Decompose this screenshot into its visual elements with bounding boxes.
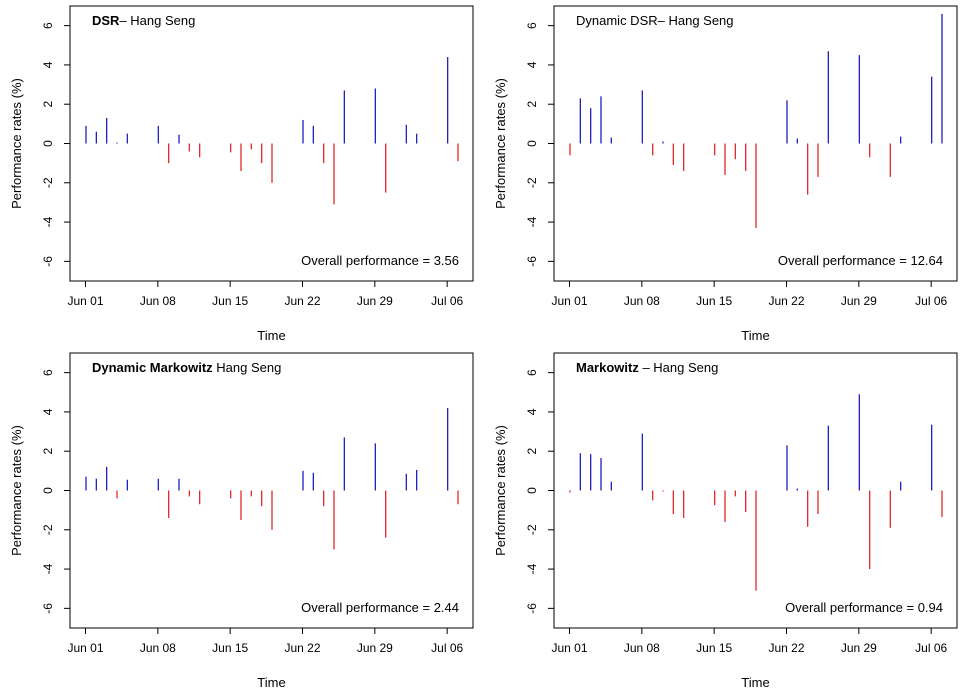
y-tick-label: 6 xyxy=(525,22,539,29)
y-tick-label: 0 xyxy=(41,140,55,147)
y-tick-label: -6 xyxy=(525,256,539,267)
panel-title: Dynamic Markowitz Hang Seng xyxy=(92,360,281,375)
overall-performance: Overall performance = 3.56 xyxy=(301,253,459,268)
y-tick-label: 4 xyxy=(525,408,539,415)
y-tick-label: 0 xyxy=(525,140,539,147)
x-tick-label: Jun 22 xyxy=(768,294,804,308)
x-tick-label: Jun 15 xyxy=(696,294,732,308)
x-tick-label: Jun 15 xyxy=(212,294,248,308)
y-tick-label: -6 xyxy=(525,603,539,614)
x-axis-title: Time xyxy=(741,675,769,690)
overall-performance: Overall performance = 2.44 xyxy=(301,600,459,615)
y-tick-label: 0 xyxy=(525,487,539,494)
y-tick-label: -6 xyxy=(41,256,55,267)
x-tick-label: Jun 01 xyxy=(67,641,103,655)
y-tick-label: 2 xyxy=(525,448,539,455)
x-tick-label: Jun 08 xyxy=(624,294,660,308)
x-axis-title: Time xyxy=(741,328,769,343)
x-tick-label: Jun 22 xyxy=(768,641,804,655)
chart-svg-markowitz: -6 -4 -2 0 2 4 6 Jun 01 Jun 08 Jun 15 Jun 22 Jun 29… xyxy=(493,352,958,690)
x-axis-title: Time xyxy=(257,328,285,343)
chart-panel-dynamic-dsr: -6 -4 -2 0 2 4 6 Jun 01 Jun 08 Jun 15 Jun 22 Jun 29… xyxy=(484,0,968,347)
y-axis-title: Performance rates (%) xyxy=(9,78,24,209)
chart-panel-dynamic-markowitz: -6 -4 -2 0 2 4 6 Jun 01 Jun 08 Jun 15 Jun 22 Jun 29… xyxy=(0,347,484,694)
x-tick-label: Jul 06 xyxy=(915,294,947,308)
y-tick-label: -2 xyxy=(41,177,55,188)
panel-title: DSR– Hang Seng xyxy=(92,13,195,28)
x-tick-label: Jun 08 xyxy=(140,294,176,308)
y-tick-label: 0 xyxy=(41,487,55,494)
y-tick-label: -2 xyxy=(525,524,539,535)
x-tick-label: Jun 29 xyxy=(841,294,877,308)
x-tick-label: Jun 22 xyxy=(284,294,320,308)
x-tick-label: Jun 22 xyxy=(284,641,320,655)
y-tick-label: 6 xyxy=(41,369,55,376)
overall-performance: Overall performance = 12.64 xyxy=(778,253,943,268)
overall-performance: Overall performance = 0.94 xyxy=(785,600,943,615)
y-tick-label: -4 xyxy=(525,563,539,574)
y-tick-label: 4 xyxy=(525,61,539,68)
x-tick-label: Jun 15 xyxy=(212,641,248,655)
chart-panel-markowitz: -6 -4 -2 0 2 4 6 Jun 01 Jun 08 Jun 15 Jun 22 Jun 29… xyxy=(484,347,968,694)
y-tick-label: -4 xyxy=(525,216,539,227)
y-tick-label: 6 xyxy=(525,369,539,376)
chart-panel-dsr: -6 -4 -2 0 2 4 6 Jun 01 Jun 08 Jun 15 Jun 22 Jun 29… xyxy=(0,0,484,347)
x-tick-label: Jun 01 xyxy=(67,294,103,308)
y-tick-label: 2 xyxy=(525,101,539,108)
x-tick-label: Jun 29 xyxy=(841,641,877,655)
y-tick-label: -4 xyxy=(41,563,55,574)
y-axis-title: Performance rates (%) xyxy=(493,425,508,556)
x-tick-label: Jun 01 xyxy=(551,294,587,308)
y-axis-title: Performance rates (%) xyxy=(9,425,24,556)
x-tick-label: Jul 06 xyxy=(431,294,463,308)
x-tick-label: Jun 08 xyxy=(140,641,176,655)
x-tick-label: Jul 06 xyxy=(915,641,947,655)
y-tick-label: 6 xyxy=(41,22,55,29)
x-tick-label: Jul 06 xyxy=(431,641,463,655)
chart-svg-dynamic-markowitz: -6 -4 -2 0 2 4 6 Jun 01 Jun 08 Jun 15 Jun 22 Jun 29… xyxy=(9,352,474,690)
x-tick-label: Jun 08 xyxy=(624,641,660,655)
x-tick-label: Jun 01 xyxy=(551,641,587,655)
y-tick-label: -2 xyxy=(41,524,55,535)
x-tick-label: Jun 15 xyxy=(696,641,732,655)
y-tick-label: -2 xyxy=(525,177,539,188)
x-tick-label: Jun 29 xyxy=(357,294,393,308)
x-tick-label: Jun 29 xyxy=(357,641,393,655)
y-tick-label: -6 xyxy=(41,603,55,614)
chart-svg-dsr: -6 -4 -2 0 2 4 6 Jun 01 Jun 08 Jun 15 Jun 22 Jun 29… xyxy=(9,5,474,343)
y-tick-label: 2 xyxy=(41,448,55,455)
panel-title: Markowitz – Hang Seng xyxy=(576,360,718,375)
y-tick-label: -4 xyxy=(41,216,55,227)
x-axis-title: Time xyxy=(257,675,285,690)
panel-title: Dynamic DSR– Hang Seng xyxy=(576,13,734,28)
y-tick-label: 2 xyxy=(41,101,55,108)
chart-svg-dynamic-dsr: -6 -4 -2 0 2 4 6 Jun 01 Jun 08 Jun 15 Jun 22 Jun 29… xyxy=(493,5,958,343)
y-tick-label: 4 xyxy=(41,408,55,415)
y-axis-title: Performance rates (%) xyxy=(493,78,508,209)
y-tick-label: 4 xyxy=(41,61,55,68)
